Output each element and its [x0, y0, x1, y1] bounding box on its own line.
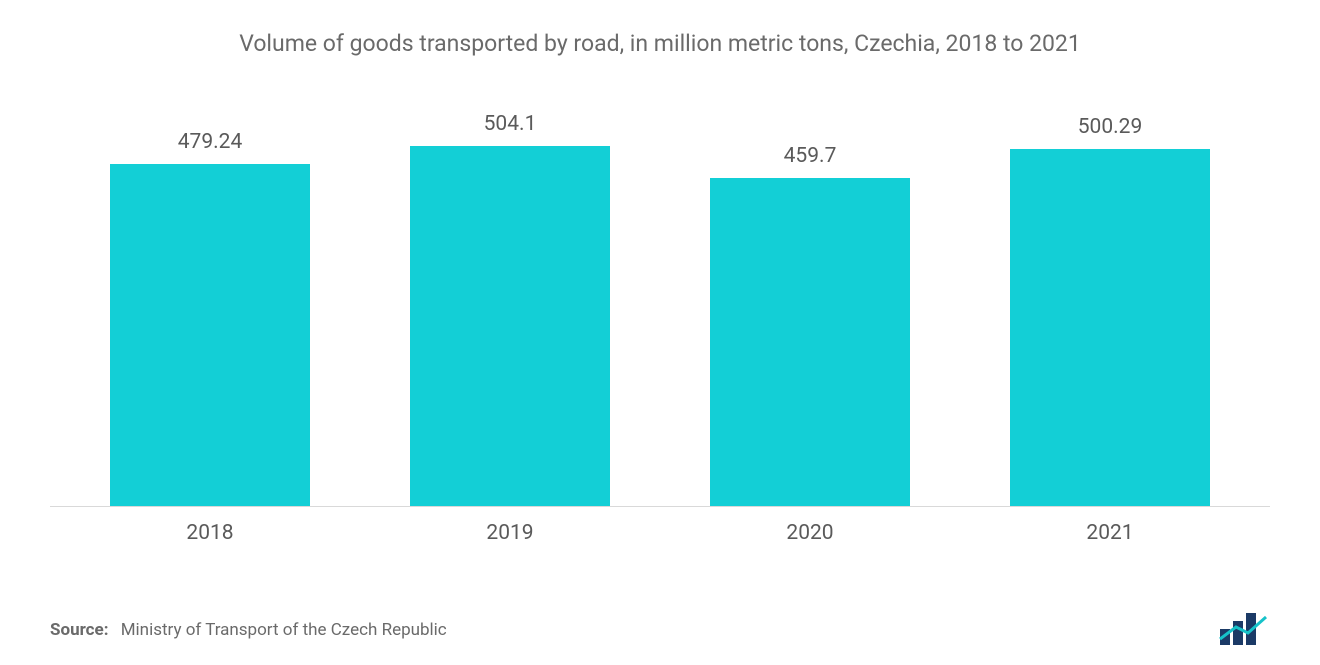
- source-line: Source: Ministry of Transport of the Cze…: [50, 620, 447, 640]
- bar-2021: [1010, 149, 1210, 506]
- x-label-2021: 2021: [1010, 521, 1210, 545]
- source-label: Source:: [50, 620, 108, 640]
- chart-container: Volume of goods transported by road, in …: [0, 0, 1320, 665]
- bar-group-2020: 459.7: [710, 107, 910, 506]
- bar-value-label: 504.1: [484, 112, 537, 136]
- bar-chart: 479.24 504.1 459.7 500.29: [50, 107, 1270, 507]
- bar-group-2018: 479.24: [110, 107, 310, 506]
- bar-group-2019: 504.1: [410, 107, 610, 506]
- x-axis-labels: 2018 2019 2020 2021: [50, 507, 1270, 545]
- x-label-2020: 2020: [710, 521, 910, 545]
- x-label-2019: 2019: [410, 521, 610, 545]
- bar-2018: [110, 164, 310, 506]
- chart-footer: Source: Ministry of Transport of the Cze…: [50, 613, 1270, 647]
- bar-value-label: 459.7: [784, 144, 837, 168]
- bar-2019: [410, 146, 610, 506]
- bar-group-2021: 500.29: [1010, 107, 1210, 506]
- source-text: Ministry of Transport of the Czech Repub…: [121, 620, 447, 640]
- chart-title: Volume of goods transported by road, in …: [50, 30, 1270, 57]
- bar-value-label: 500.29: [1078, 115, 1143, 139]
- bar-value-label: 479.24: [178, 130, 243, 154]
- bar-2020: [710, 178, 910, 506]
- mordor-logo-icon: [1218, 613, 1270, 647]
- x-label-2018: 2018: [110, 521, 310, 545]
